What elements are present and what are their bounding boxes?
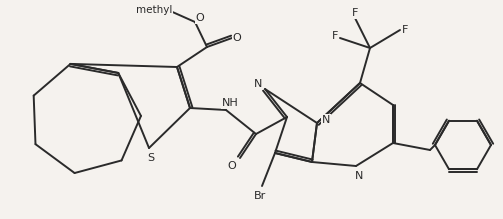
Text: F: F xyxy=(402,25,408,35)
Text: O: O xyxy=(228,161,236,171)
Text: N: N xyxy=(355,171,363,181)
Text: F: F xyxy=(352,8,358,18)
Text: O: O xyxy=(232,33,241,43)
Text: Br: Br xyxy=(254,191,266,201)
Text: NH: NH xyxy=(222,98,238,108)
Text: N: N xyxy=(254,79,262,89)
Text: methyl: methyl xyxy=(136,5,172,15)
Text: F: F xyxy=(332,31,338,41)
Text: O: O xyxy=(196,13,204,23)
Text: S: S xyxy=(147,153,154,163)
Text: N: N xyxy=(322,115,330,125)
